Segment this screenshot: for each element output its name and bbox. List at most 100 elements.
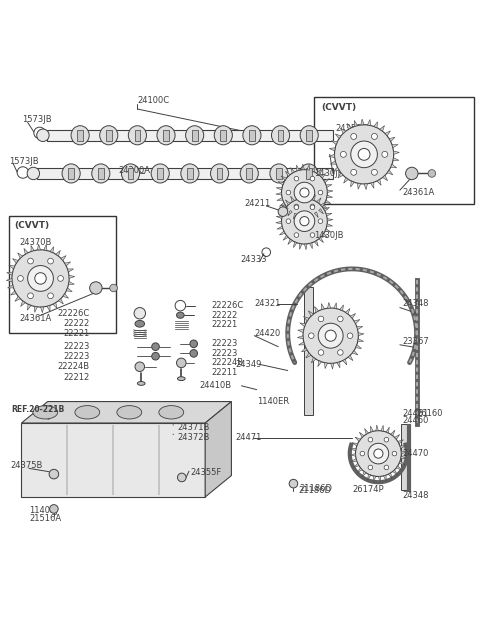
- Polygon shape: [300, 215, 302, 221]
- Polygon shape: [317, 198, 321, 204]
- Polygon shape: [331, 363, 334, 369]
- Ellipse shape: [211, 164, 228, 183]
- Circle shape: [374, 449, 383, 458]
- Circle shape: [28, 258, 34, 264]
- Polygon shape: [68, 269, 73, 272]
- Polygon shape: [279, 202, 285, 206]
- Polygon shape: [344, 177, 348, 183]
- Circle shape: [294, 176, 299, 181]
- Circle shape: [48, 258, 53, 264]
- Circle shape: [286, 219, 291, 223]
- Polygon shape: [326, 213, 332, 216]
- Polygon shape: [358, 332, 364, 336]
- Polygon shape: [392, 145, 398, 148]
- Text: 24211: 24211: [245, 199, 271, 208]
- Polygon shape: [297, 194, 300, 200]
- Text: 22212: 22212: [63, 373, 90, 382]
- Circle shape: [347, 333, 353, 339]
- Bar: [217, 168, 222, 179]
- Polygon shape: [47, 306, 50, 311]
- Polygon shape: [283, 235, 288, 241]
- Polygon shape: [378, 477, 381, 482]
- Polygon shape: [394, 151, 399, 154]
- Circle shape: [289, 479, 298, 488]
- Circle shape: [294, 233, 299, 237]
- Text: 22224B: 22224B: [58, 362, 90, 371]
- Polygon shape: [278, 182, 284, 185]
- Polygon shape: [44, 244, 47, 251]
- Polygon shape: [380, 126, 384, 131]
- Polygon shape: [205, 401, 231, 497]
- Polygon shape: [288, 211, 292, 216]
- Text: 24100C: 24100C: [137, 96, 169, 105]
- Bar: [220, 130, 226, 140]
- Circle shape: [372, 133, 377, 139]
- Circle shape: [90, 282, 102, 294]
- Text: 24361A: 24361A: [402, 188, 434, 197]
- Polygon shape: [357, 327, 363, 330]
- Circle shape: [134, 308, 145, 319]
- Polygon shape: [371, 182, 374, 188]
- Polygon shape: [357, 468, 362, 473]
- Circle shape: [300, 216, 309, 226]
- Polygon shape: [353, 464, 359, 468]
- Polygon shape: [373, 476, 376, 482]
- Polygon shape: [9, 265, 15, 269]
- Polygon shape: [307, 193, 310, 199]
- Polygon shape: [302, 164, 304, 170]
- Polygon shape: [300, 244, 302, 249]
- Bar: [47, 130, 333, 140]
- Polygon shape: [303, 316, 309, 321]
- Text: 24350D: 24350D: [336, 124, 368, 133]
- Circle shape: [318, 323, 343, 348]
- Polygon shape: [314, 212, 318, 218]
- Polygon shape: [290, 168, 295, 173]
- Circle shape: [351, 141, 377, 168]
- Text: 22224B: 22224B: [211, 359, 243, 367]
- Polygon shape: [310, 214, 312, 220]
- Circle shape: [318, 219, 323, 223]
- Polygon shape: [304, 244, 307, 249]
- Polygon shape: [326, 184, 332, 188]
- Text: 24348: 24348: [402, 491, 429, 500]
- Polygon shape: [285, 171, 290, 176]
- Polygon shape: [281, 176, 287, 181]
- Circle shape: [340, 151, 347, 158]
- Ellipse shape: [75, 406, 100, 419]
- Text: 24200A: 24200A: [118, 166, 150, 175]
- Circle shape: [28, 265, 53, 292]
- Polygon shape: [310, 243, 312, 249]
- Polygon shape: [396, 466, 402, 470]
- Bar: [77, 130, 83, 140]
- Polygon shape: [395, 434, 400, 440]
- Circle shape: [382, 151, 388, 158]
- Circle shape: [110, 284, 117, 292]
- Polygon shape: [276, 221, 282, 224]
- Polygon shape: [371, 426, 373, 432]
- Polygon shape: [393, 158, 399, 161]
- Circle shape: [358, 149, 370, 160]
- Polygon shape: [31, 246, 34, 251]
- Text: 22211: 22211: [211, 368, 238, 377]
- Circle shape: [310, 205, 315, 209]
- Polygon shape: [324, 362, 327, 369]
- Text: 21186D: 21186D: [299, 486, 332, 495]
- Polygon shape: [401, 451, 407, 454]
- Text: 22223: 22223: [63, 352, 90, 360]
- Polygon shape: [346, 308, 350, 314]
- Ellipse shape: [186, 126, 204, 145]
- Polygon shape: [299, 342, 304, 345]
- Polygon shape: [312, 357, 316, 363]
- Ellipse shape: [240, 164, 258, 183]
- Ellipse shape: [121, 164, 140, 183]
- Bar: [249, 130, 255, 140]
- Polygon shape: [40, 307, 44, 313]
- Polygon shape: [279, 231, 285, 235]
- Polygon shape: [348, 355, 353, 360]
- Circle shape: [178, 473, 186, 482]
- Polygon shape: [327, 302, 331, 308]
- Polygon shape: [50, 247, 54, 253]
- Polygon shape: [22, 423, 205, 497]
- Circle shape: [12, 250, 69, 307]
- Circle shape: [351, 169, 357, 175]
